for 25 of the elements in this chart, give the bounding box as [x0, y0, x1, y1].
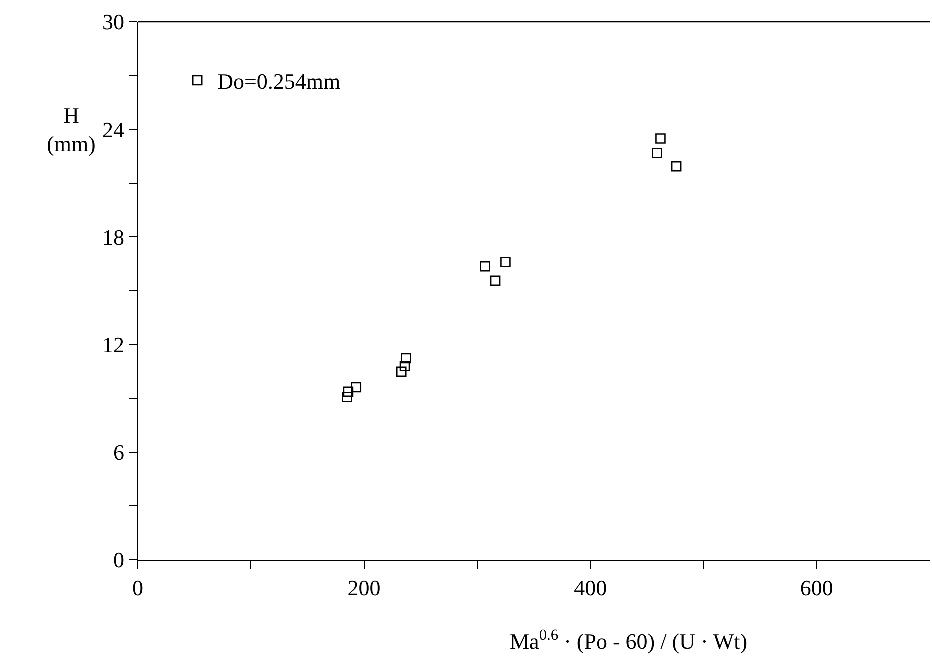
point	[351, 382, 362, 393]
point	[652, 148, 662, 158]
y-axis-title: H (mm)	[47, 103, 96, 157]
y-tick-label: 18	[102, 224, 124, 250]
x-tick-label: 400	[574, 576, 608, 601]
point	[342, 392, 352, 402]
point	[656, 134, 666, 144]
point	[400, 360, 410, 372]
x-tick-label: 600	[800, 576, 834, 601]
point	[500, 257, 511, 268]
point	[401, 353, 412, 364]
y-tick-label: 0	[113, 548, 124, 573]
point	[671, 161, 682, 172]
y-tick-label: 6	[113, 440, 124, 466]
legend-label: Do=0.254mm	[218, 69, 341, 94]
point	[480, 261, 490, 272]
x-tick-label: 0	[132, 576, 144, 601]
point	[490, 276, 501, 286]
x-axis-title: Ma$^{0.6}$ · (Po - 60) / (U · Wt)	[510, 627, 748, 654]
point	[343, 386, 354, 398]
point	[396, 366, 407, 378]
y-tick-label: 30	[102, 10, 124, 35]
y-tick-label: 24	[102, 117, 124, 142]
y-tick-label: 12	[102, 332, 124, 358]
x-tick-label: 200	[348, 576, 381, 601]
